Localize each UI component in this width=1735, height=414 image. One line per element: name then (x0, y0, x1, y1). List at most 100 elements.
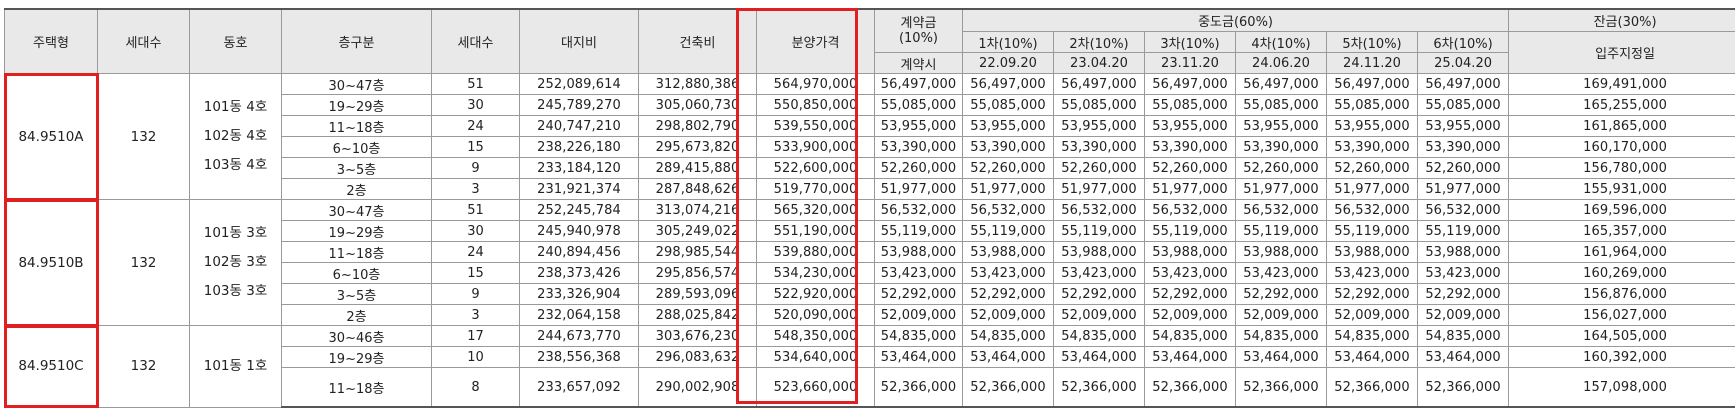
interim-cell: 53,423,000 (962, 262, 1054, 284)
contract-cell: 53,423,000 (874, 262, 963, 284)
housing-type-cell: 84.9510A (4, 73, 98, 200)
balance-cell: 161,964,000 (1508, 241, 1735, 263)
interim-cell: 52,366,000 (1144, 367, 1236, 408)
household-count-cell: 9 (431, 157, 520, 179)
header-contract: 계약금 (10%) (874, 8, 963, 53)
dong-ho-label: 103동 4호 (203, 157, 268, 173)
header-land-cost: 대지비 (519, 8, 639, 74)
interim-cell: 52,009,000 (1053, 304, 1145, 326)
header-sale-price: 분양가격 (756, 8, 875, 74)
interim-cell: 52,260,000 (1326, 157, 1418, 179)
building-cost-cell: 289,593,096 (638, 283, 757, 305)
land-cost-cell: 231,921,374 (519, 178, 639, 200)
interim-cell: 53,423,000 (1235, 262, 1327, 284)
interim-cell: 56,532,000 (962, 199, 1054, 221)
table-row: 11~18층 8 233,657,092 290,002,908 523,660,000… (5, 367, 1735, 408)
balance-cell: 165,357,000 (1508, 220, 1735, 242)
interim-cell: 53,464,000 (1053, 346, 1145, 368)
sale-price-cell: 550,850,000 (756, 94, 875, 116)
sale-price-cell: 551,190,000 (756, 220, 875, 242)
interim-cell: 55,119,000 (1235, 220, 1327, 242)
household-count-cell: 9 (431, 283, 520, 305)
interim-cell: 51,977,000 (1326, 178, 1418, 200)
interim-cell: 53,423,000 (1053, 262, 1145, 284)
sale-price-cell: 523,660,000 (756, 367, 875, 408)
land-cost-cell: 238,373,426 (519, 262, 639, 284)
interim-cell: 55,085,000 (1235, 94, 1327, 116)
contract-cell: 54,835,000 (874, 325, 963, 347)
building-cost-cell: 296,083,632 (638, 346, 757, 368)
balance-cell: 160,392,000 (1508, 346, 1735, 368)
floor-range-cell: 6~10층 (281, 136, 432, 158)
contract-cell: 52,009,000 (874, 304, 963, 326)
sale-price-cell: 534,640,000 (756, 346, 875, 368)
interim-cell: 52,260,000 (1053, 157, 1145, 179)
interim-cell: 53,464,000 (1326, 346, 1418, 368)
interim-cell: 53,390,000 (1326, 136, 1418, 158)
interim-cell: 56,497,000 (1326, 73, 1418, 95)
interim-cell: 56,497,000 (1416, 73, 1510, 95)
header-interim-date-1: 22.09.20 (962, 52, 1054, 74)
floor-range-cell: 2층 (281, 178, 432, 200)
header-balance-sub: 입주지정일 (1508, 31, 1735, 74)
dong-ho-cell: 101동 3호 102동 3호 103동 3호 (189, 199, 282, 326)
interim-cell: 56,497,000 (1144, 73, 1236, 95)
header-interim-date-2: 23.04.20 (1053, 52, 1145, 74)
household-count-cell: 3 (431, 304, 520, 326)
interim-cell: 52,260,000 (1416, 157, 1510, 179)
land-cost-cell: 233,184,120 (519, 157, 639, 179)
land-cost-cell: 245,789,270 (519, 94, 639, 116)
building-cost-cell: 312,880,386 (638, 73, 757, 95)
header-floor-range: 층구분 (281, 8, 432, 74)
dong-ho-label: 101동 1호 (203, 357, 268, 374)
household-count-cell: 30 (431, 220, 520, 242)
dong-ho-cell: 101동 1호 (189, 325, 282, 408)
interim-cell: 53,464,000 (1144, 346, 1236, 368)
interim-cell: 53,390,000 (1416, 136, 1510, 158)
interim-cell: 52,260,000 (1144, 157, 1236, 179)
interim-cell: 55,119,000 (1144, 220, 1236, 242)
sale-price-cell: 533,900,000 (756, 136, 875, 158)
header-interim-4: 4차(10%) (1235, 31, 1327, 53)
table-row: 84.9510A 132 101동 4호 102동 4호 103동 4호 30~47층 51… (4, 73, 1735, 200)
contract-cell: 53,955,000 (874, 115, 963, 137)
interim-cell: 55,085,000 (962, 94, 1054, 116)
land-cost-cell: 240,747,210 (519, 115, 639, 137)
table-row: 19~29층 30 245,940,978 305,249,022 551,190,00… (5, 220, 1735, 242)
interim-cell: 52,366,000 (1053, 367, 1145, 408)
interim-cell: 53,390,000 (1235, 136, 1327, 158)
interim-cell: 52,292,000 (962, 283, 1054, 305)
dong-ho-label: 102동 3호 (203, 254, 268, 270)
interim-cell: 53,390,000 (962, 136, 1054, 158)
floor-range-cell: 3~5층 (281, 157, 432, 179)
interim-cell: 52,292,000 (1053, 283, 1145, 305)
header-interim-1: 1차(10%) (962, 31, 1054, 53)
floor-range-cell: 11~18층 (281, 241, 432, 263)
interim-cell: 53,390,000 (1144, 136, 1236, 158)
land-cost-cell: 240,894,456 (519, 241, 639, 263)
balance-cell: 164,505,000 (1508, 325, 1735, 347)
interim-cell: 52,009,000 (1235, 304, 1327, 326)
header-building-cost: 건축비 (638, 8, 757, 74)
balance-cell: 157,098,000 (1508, 367, 1735, 408)
table-row: 6~10층 15 238,226,180 295,673,820 533,900,000… (5, 136, 1735, 158)
household-count-cell: 30 (431, 94, 520, 116)
dong-ho-label: 101동 4호 (203, 99, 268, 115)
table-body: 84.9510A 132 101동 4호 102동 4호 103동 4호 30~47층 51… (4, 73, 1735, 408)
interim-cell: 56,532,000 (1326, 199, 1418, 221)
interim-cell: 53,988,000 (962, 241, 1054, 263)
building-cost-cell: 303,676,230 (638, 325, 757, 347)
header-dong-ho: 동호 (189, 8, 282, 74)
interim-cell: 53,464,000 (1416, 346, 1510, 368)
table-row: 11~18층 24 240,894,456 298,985,544 539,880,00… (5, 241, 1735, 263)
land-cost-cell: 245,940,978 (519, 220, 639, 242)
building-cost-cell: 295,673,820 (638, 136, 757, 158)
interim-cell: 55,119,000 (1326, 220, 1418, 242)
land-cost-cell: 233,657,092 (519, 367, 639, 408)
interim-cell: 54,835,000 (962, 325, 1054, 347)
contract-cell: 55,085,000 (874, 94, 963, 116)
header-interim-5: 5차(10%) (1326, 31, 1418, 53)
balance-cell: 169,596,000 (1508, 199, 1735, 221)
interim-cell: 53,423,000 (1326, 262, 1418, 284)
interim-cell: 53,988,000 (1416, 241, 1510, 263)
